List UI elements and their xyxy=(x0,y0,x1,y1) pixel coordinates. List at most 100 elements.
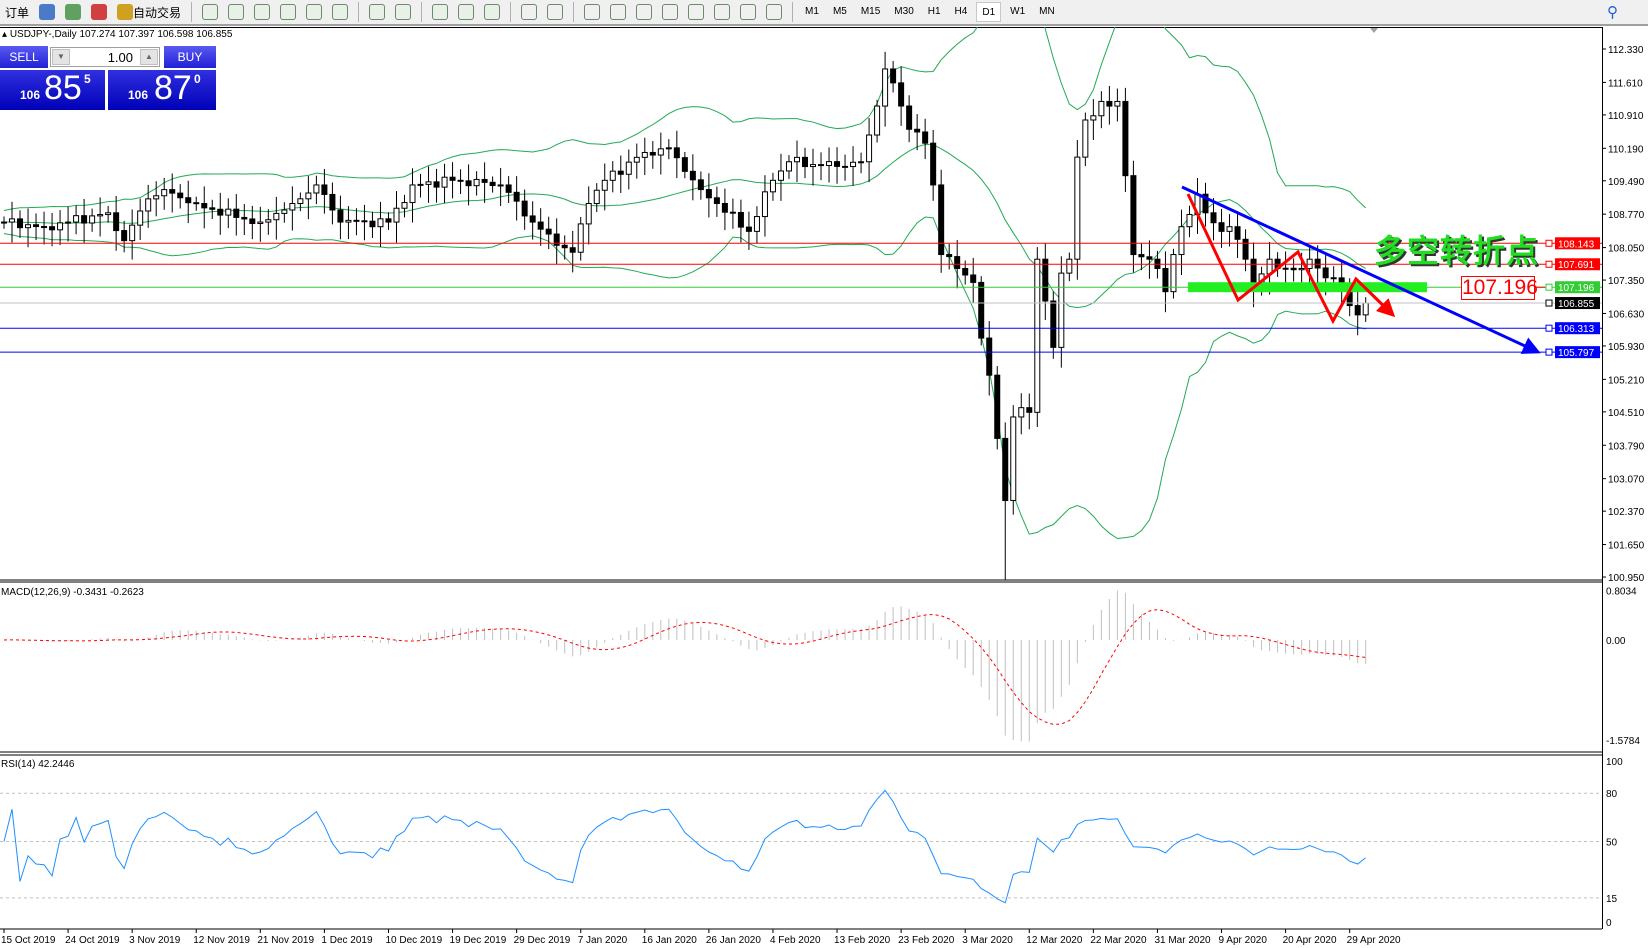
price-chart[interactable]: 112.330 111.610 110.910 110.190 109.490 108.7… xyxy=(0,27,1648,948)
timeframe-m5[interactable]: M5 xyxy=(832,6,847,17)
candle xyxy=(409,184,416,204)
price-line-label: 108.143 xyxy=(1558,239,1595,250)
timeframe-h4[interactable]: H4 xyxy=(954,6,968,17)
timeframe-w1[interactable]: W1 xyxy=(1010,6,1026,17)
date-label: 1 Dec 2019 xyxy=(321,935,373,946)
candle xyxy=(473,178,480,187)
toolbar-signals-button[interactable] xyxy=(88,1,110,23)
date-label: 24 Oct 2019 xyxy=(65,935,120,946)
candle xyxy=(65,221,72,224)
arrows-icon[interactable] xyxy=(763,1,785,23)
candle xyxy=(545,228,552,235)
buy-price[interactable]: 106 87 0 xyxy=(108,69,216,110)
timeframe-m15[interactable]: M15 xyxy=(860,6,881,17)
trendline-icon[interactable] xyxy=(633,1,655,23)
autoscroll-icon[interactable] xyxy=(366,1,388,23)
candle xyxy=(954,256,961,269)
candle xyxy=(1114,100,1121,107)
price-tick-label: 103.790 xyxy=(1608,441,1645,452)
horizontal-line-icon[interactable] xyxy=(607,1,629,23)
lot-increase-button[interactable]: ▲ xyxy=(140,49,158,65)
templates-icon[interactable] xyxy=(481,1,503,23)
candle xyxy=(273,212,280,221)
autotrading-icon xyxy=(117,4,134,20)
toolbar-autotrading-button[interactable]: 自动交易 xyxy=(114,1,184,23)
downtrend-line-arrow xyxy=(1181,185,1541,354)
candle xyxy=(505,184,512,193)
candle xyxy=(1170,254,1177,293)
candle xyxy=(633,156,640,163)
lot-size-input[interactable]: ▼ 1.00 ▲ xyxy=(50,47,160,67)
crosshair-icon[interactable] xyxy=(544,1,566,23)
candle xyxy=(922,131,929,144)
candle xyxy=(705,189,712,199)
sell-price[interactable]: 106 85 5 xyxy=(0,69,105,110)
text-icon[interactable] xyxy=(711,1,733,23)
periods-icon[interactable] xyxy=(455,1,477,23)
price-tick-label: 112.330 xyxy=(1608,45,1644,56)
price-tick-label: 106.630 xyxy=(1608,309,1645,320)
price-line-label: 107.691 xyxy=(1558,260,1595,271)
date-label: 7 Jan 2020 xyxy=(578,935,628,946)
timeframe-d1[interactable]: D1 xyxy=(976,2,1002,22)
date-label: 20 Apr 2020 xyxy=(1283,935,1337,946)
support-resistance-zone xyxy=(1188,282,1427,293)
price-tick-label: 110.190 xyxy=(1608,144,1644,155)
bar-chart-icon[interactable] xyxy=(199,1,221,23)
toolbar: 订单 自动交易 M1 M5 M15 M30 H1 H4 D1 W1 MN ⚲ xyxy=(0,0,1648,26)
candle xyxy=(1,221,7,224)
search-icon[interactable]: ⚲ xyxy=(1607,4,1618,21)
timeframe-mn[interactable]: MN xyxy=(1039,6,1055,17)
text-label-icon[interactable] xyxy=(737,1,759,23)
candle xyxy=(25,224,32,229)
candle xyxy=(793,156,800,163)
candle xyxy=(353,219,360,222)
equidistant-channel-icon[interactable] xyxy=(659,1,681,23)
collapse-triangle-icon[interactable]: ▴ xyxy=(2,29,10,40)
toolbar-market-watch-button[interactable] xyxy=(36,1,58,23)
timeframe-m30[interactable]: M30 xyxy=(894,6,914,17)
fibonacci-icon[interactable] xyxy=(685,1,707,23)
candle xyxy=(946,254,953,258)
candle xyxy=(321,184,328,195)
timeframe-m1[interactable]: M1 xyxy=(805,6,819,17)
candle xyxy=(1146,256,1153,260)
candle xyxy=(890,68,897,84)
line-chart-icon[interactable] xyxy=(251,1,273,23)
indicators-icon[interactable] xyxy=(429,1,451,23)
line-handle xyxy=(1545,239,1553,247)
price-tick-label: 110.910 xyxy=(1608,111,1644,122)
sell-button[interactable]: SELL xyxy=(0,46,48,68)
candle xyxy=(625,161,632,175)
price-label-box: 107.196 xyxy=(1461,276,1538,300)
toolbar-separator xyxy=(792,2,794,22)
toolbar-new-order-button[interactable]: 订单 xyxy=(5,5,30,20)
candlestick-icon[interactable] xyxy=(225,1,247,23)
candle xyxy=(1122,100,1129,177)
tile-windows-icon[interactable] xyxy=(329,1,351,23)
cursor-icon[interactable] xyxy=(518,1,540,23)
rsi-tick-label: 15 xyxy=(1606,894,1618,905)
zoom-in-icon[interactable] xyxy=(277,1,299,23)
candle xyxy=(970,274,977,283)
candle xyxy=(161,189,168,197)
price-tick-label: 105.210 xyxy=(1608,375,1645,386)
timeframe-h1[interactable]: H1 xyxy=(927,6,941,17)
lot-decrease-button[interactable]: ▼ xyxy=(52,49,70,65)
candle xyxy=(513,191,520,202)
candle xyxy=(345,219,352,223)
toolbar-navigator-button[interactable] xyxy=(62,1,84,23)
candle xyxy=(1298,267,1305,271)
chart-shift-icon[interactable] xyxy=(392,1,414,23)
candle xyxy=(185,197,192,204)
candle xyxy=(1042,258,1049,302)
candle xyxy=(441,176,448,188)
candle xyxy=(569,247,576,253)
bollinger-upper xyxy=(3,27,1367,211)
vertical-line-icon[interactable] xyxy=(581,1,603,23)
buy-button[interactable]: BUY xyxy=(164,46,216,68)
candle xyxy=(553,233,560,246)
price-line-label: 107.196 xyxy=(1558,283,1595,294)
chart-shift-marker-icon xyxy=(1370,28,1378,33)
zoom-out-icon[interactable] xyxy=(303,1,325,23)
